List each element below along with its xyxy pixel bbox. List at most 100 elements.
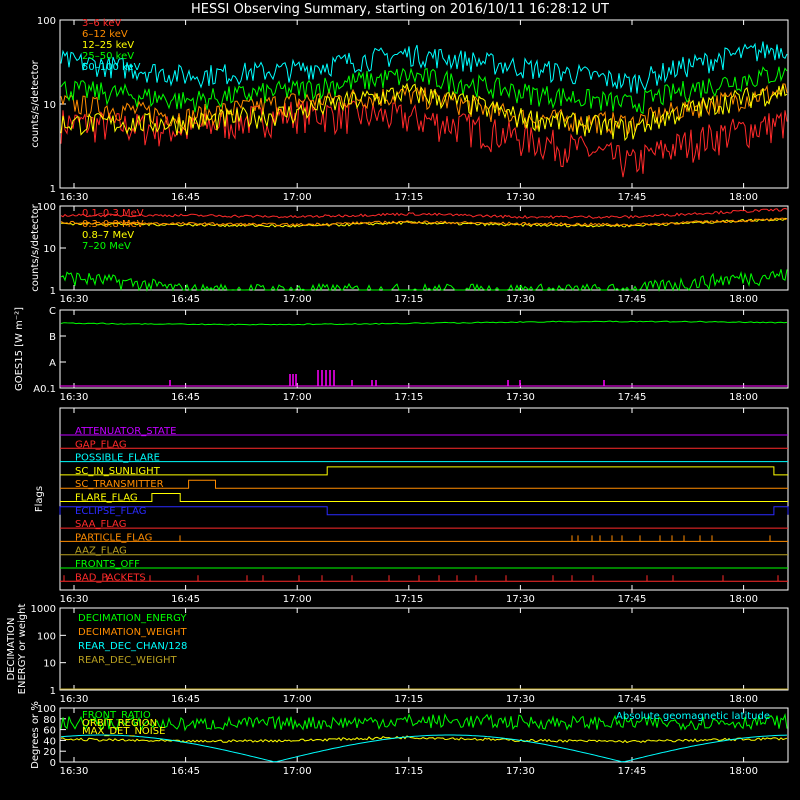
legend-entry: DECIMATION_ENERGY — [78, 613, 187, 624]
x-tick-label: 16:45 — [171, 392, 200, 403]
y-tick-label: 100 — [37, 631, 56, 642]
x-tick-label: 17:45 — [618, 294, 647, 305]
y-tick-label: 100 — [37, 202, 56, 213]
flag-label: PARTICLE_FLAG — [75, 532, 152, 543]
x-tick-label: 16:45 — [171, 694, 200, 705]
x-tick-label: 17:30 — [506, 192, 535, 203]
y-axis-label: counts/s/detector — [30, 203, 41, 291]
legend-entry: 50–100 keV — [82, 62, 141, 73]
x-tick-label: 17:45 — [618, 594, 647, 605]
chart-title: HESSI Observing Summary, starting on 201… — [191, 2, 609, 17]
x-tick-label: 17:45 — [618, 694, 647, 705]
y-tick-label: 10 — [43, 659, 56, 670]
x-tick-label: 17:45 — [618, 766, 647, 777]
x-tick-label: 16:30 — [60, 594, 89, 605]
x-tick-label: 17:45 — [618, 392, 647, 403]
y-tick-label: 100 — [37, 704, 56, 715]
flag-label: FRONTS_OFF — [75, 559, 140, 570]
flag-label: ECLIPSE_FLAG — [75, 506, 146, 517]
flag-label: GAP_FLAG — [75, 439, 127, 450]
series-line — [60, 217, 788, 228]
flag-label: POSSIBLE_FLARE — [75, 453, 160, 464]
legend-entry: DECIMATION_WEIGHT — [78, 627, 187, 638]
series-line — [60, 320, 788, 326]
x-tick-label: 16:30 — [60, 294, 89, 305]
x-tick-label: 17:15 — [394, 192, 423, 203]
x-tick-label: 17:30 — [506, 392, 535, 403]
x-tick-label: 17:30 — [506, 694, 535, 705]
series-line — [60, 99, 788, 178]
panel-low-energy-frame — [59, 19, 789, 189]
legend-entry: 25–50 keV — [82, 51, 134, 62]
x-tick-label: 16:30 — [60, 694, 89, 705]
legend-entry: MAX_DET_NOISE — [82, 726, 165, 737]
panel-goes: 16:30 16:45 17:00 17:15 17:30 17:45 18:00 A0.1 A… — [14, 306, 789, 403]
y-tick-label: A0.1 — [33, 384, 56, 395]
x-tick-label: 18:00 — [729, 594, 758, 605]
flag-label: SC_TRANSMITTER — [75, 479, 164, 490]
y-axis-label: GOES15 [W m⁻²] — [14, 307, 25, 391]
flag-label: SAA_FLAG — [75, 519, 126, 530]
legend-entry: FRONT_RATIO — [82, 710, 151, 721]
series-line — [60, 82, 788, 142]
flag-label: AAZ_FLAG — [75, 546, 127, 557]
flag-label: SC_IN_SUNLIGHT — [75, 466, 161, 477]
y-tick-label: 60 — [43, 726, 56, 737]
x-tick-label: 17:15 — [394, 594, 423, 605]
y-axis-label: Degrees or % — [30, 701, 41, 769]
x-tick-label: 16:30 — [60, 766, 89, 777]
y-tick-label: 1 — [50, 184, 56, 195]
x-tick-label: 16:30 — [60, 392, 89, 403]
flag-label: ATTENUATOR_STATE — [75, 426, 176, 437]
series-line — [60, 734, 788, 763]
y-tick-label: 10 — [43, 244, 56, 255]
flag-line — [60, 493, 788, 502]
y-axis-label: DECIMATION — [6, 617, 17, 680]
y-axis-label: Flags — [34, 486, 45, 512]
legend-entry: 0.1–0.3 MeV — [82, 208, 144, 219]
panel-flags-frame — [59, 407, 789, 591]
x-tick-label: 18:00 — [729, 766, 758, 777]
legend-entry: 7–20 MeV — [82, 241, 131, 252]
flag-line — [60, 479, 788, 489]
x-tick-label: 16:45 — [171, 766, 200, 777]
x-tick-label: 17:00 — [283, 392, 312, 403]
series-line — [60, 269, 788, 292]
x-tick-label: 17:00 — [283, 594, 312, 605]
series-line — [60, 207, 788, 220]
panel-ratio: 16:30 16:45 17:00 17:15 17:30 17:45 18:00 02040… — [30, 701, 789, 777]
x-tick-label: 17:30 — [506, 766, 535, 777]
series-line — [60, 66, 788, 115]
x-tick-label: 17:00 — [283, 766, 312, 777]
series-line — [60, 41, 788, 94]
flag-line — [59, 506, 789, 516]
legend-entry: REAR_DEC_WEIGHT — [78, 655, 177, 666]
panel-flags: 16:30 16:45 17:00 17:15 17:30 17:45 18:00 Flags… — [34, 407, 789, 605]
y-tick-label: 1 — [50, 686, 56, 697]
panel-low-energy: 16:30 16:45 17:00 17:15 17:30 17:45 18:00 1 10 10… — [30, 16, 789, 203]
x-tick-label: 16:45 — [171, 594, 200, 605]
panel-high-energy-frame — [59, 205, 789, 291]
x-tick-label: 17:00 — [283, 192, 312, 203]
y-tick-label: C — [49, 306, 56, 317]
y-tick-label: B — [49, 332, 56, 343]
x-tick-label: 17:15 — [394, 294, 423, 305]
panel-goes-frame — [59, 309, 789, 389]
x-tick-label: 16:45 — [171, 294, 200, 305]
y-tick-label: 1 — [50, 286, 56, 297]
x-tick-label: 17:30 — [506, 594, 535, 605]
legend-entry: 12–25 keV — [82, 40, 134, 51]
x-tick-label: 17:00 — [283, 694, 312, 705]
legend-entry: 3–6 keV — [82, 18, 121, 29]
x-tick-label: 18:00 — [729, 392, 758, 403]
latitude-annotation: Absolute geomagnetic latitude — [616, 711, 770, 722]
legend-entry: ORBIT_REGION — [82, 718, 157, 729]
y-tick-label: 10 — [43, 100, 56, 111]
x-tick-label: 18:00 — [729, 694, 758, 705]
x-tick-label: 18:00 — [729, 192, 758, 203]
x-tick-label: 17:45 — [618, 192, 647, 203]
y-axis-label: ENERGY or weight — [17, 604, 28, 695]
legend-entry: REAR_DEC_CHAN/128 — [78, 641, 187, 652]
y-tick-label: 1000 — [31, 604, 56, 615]
